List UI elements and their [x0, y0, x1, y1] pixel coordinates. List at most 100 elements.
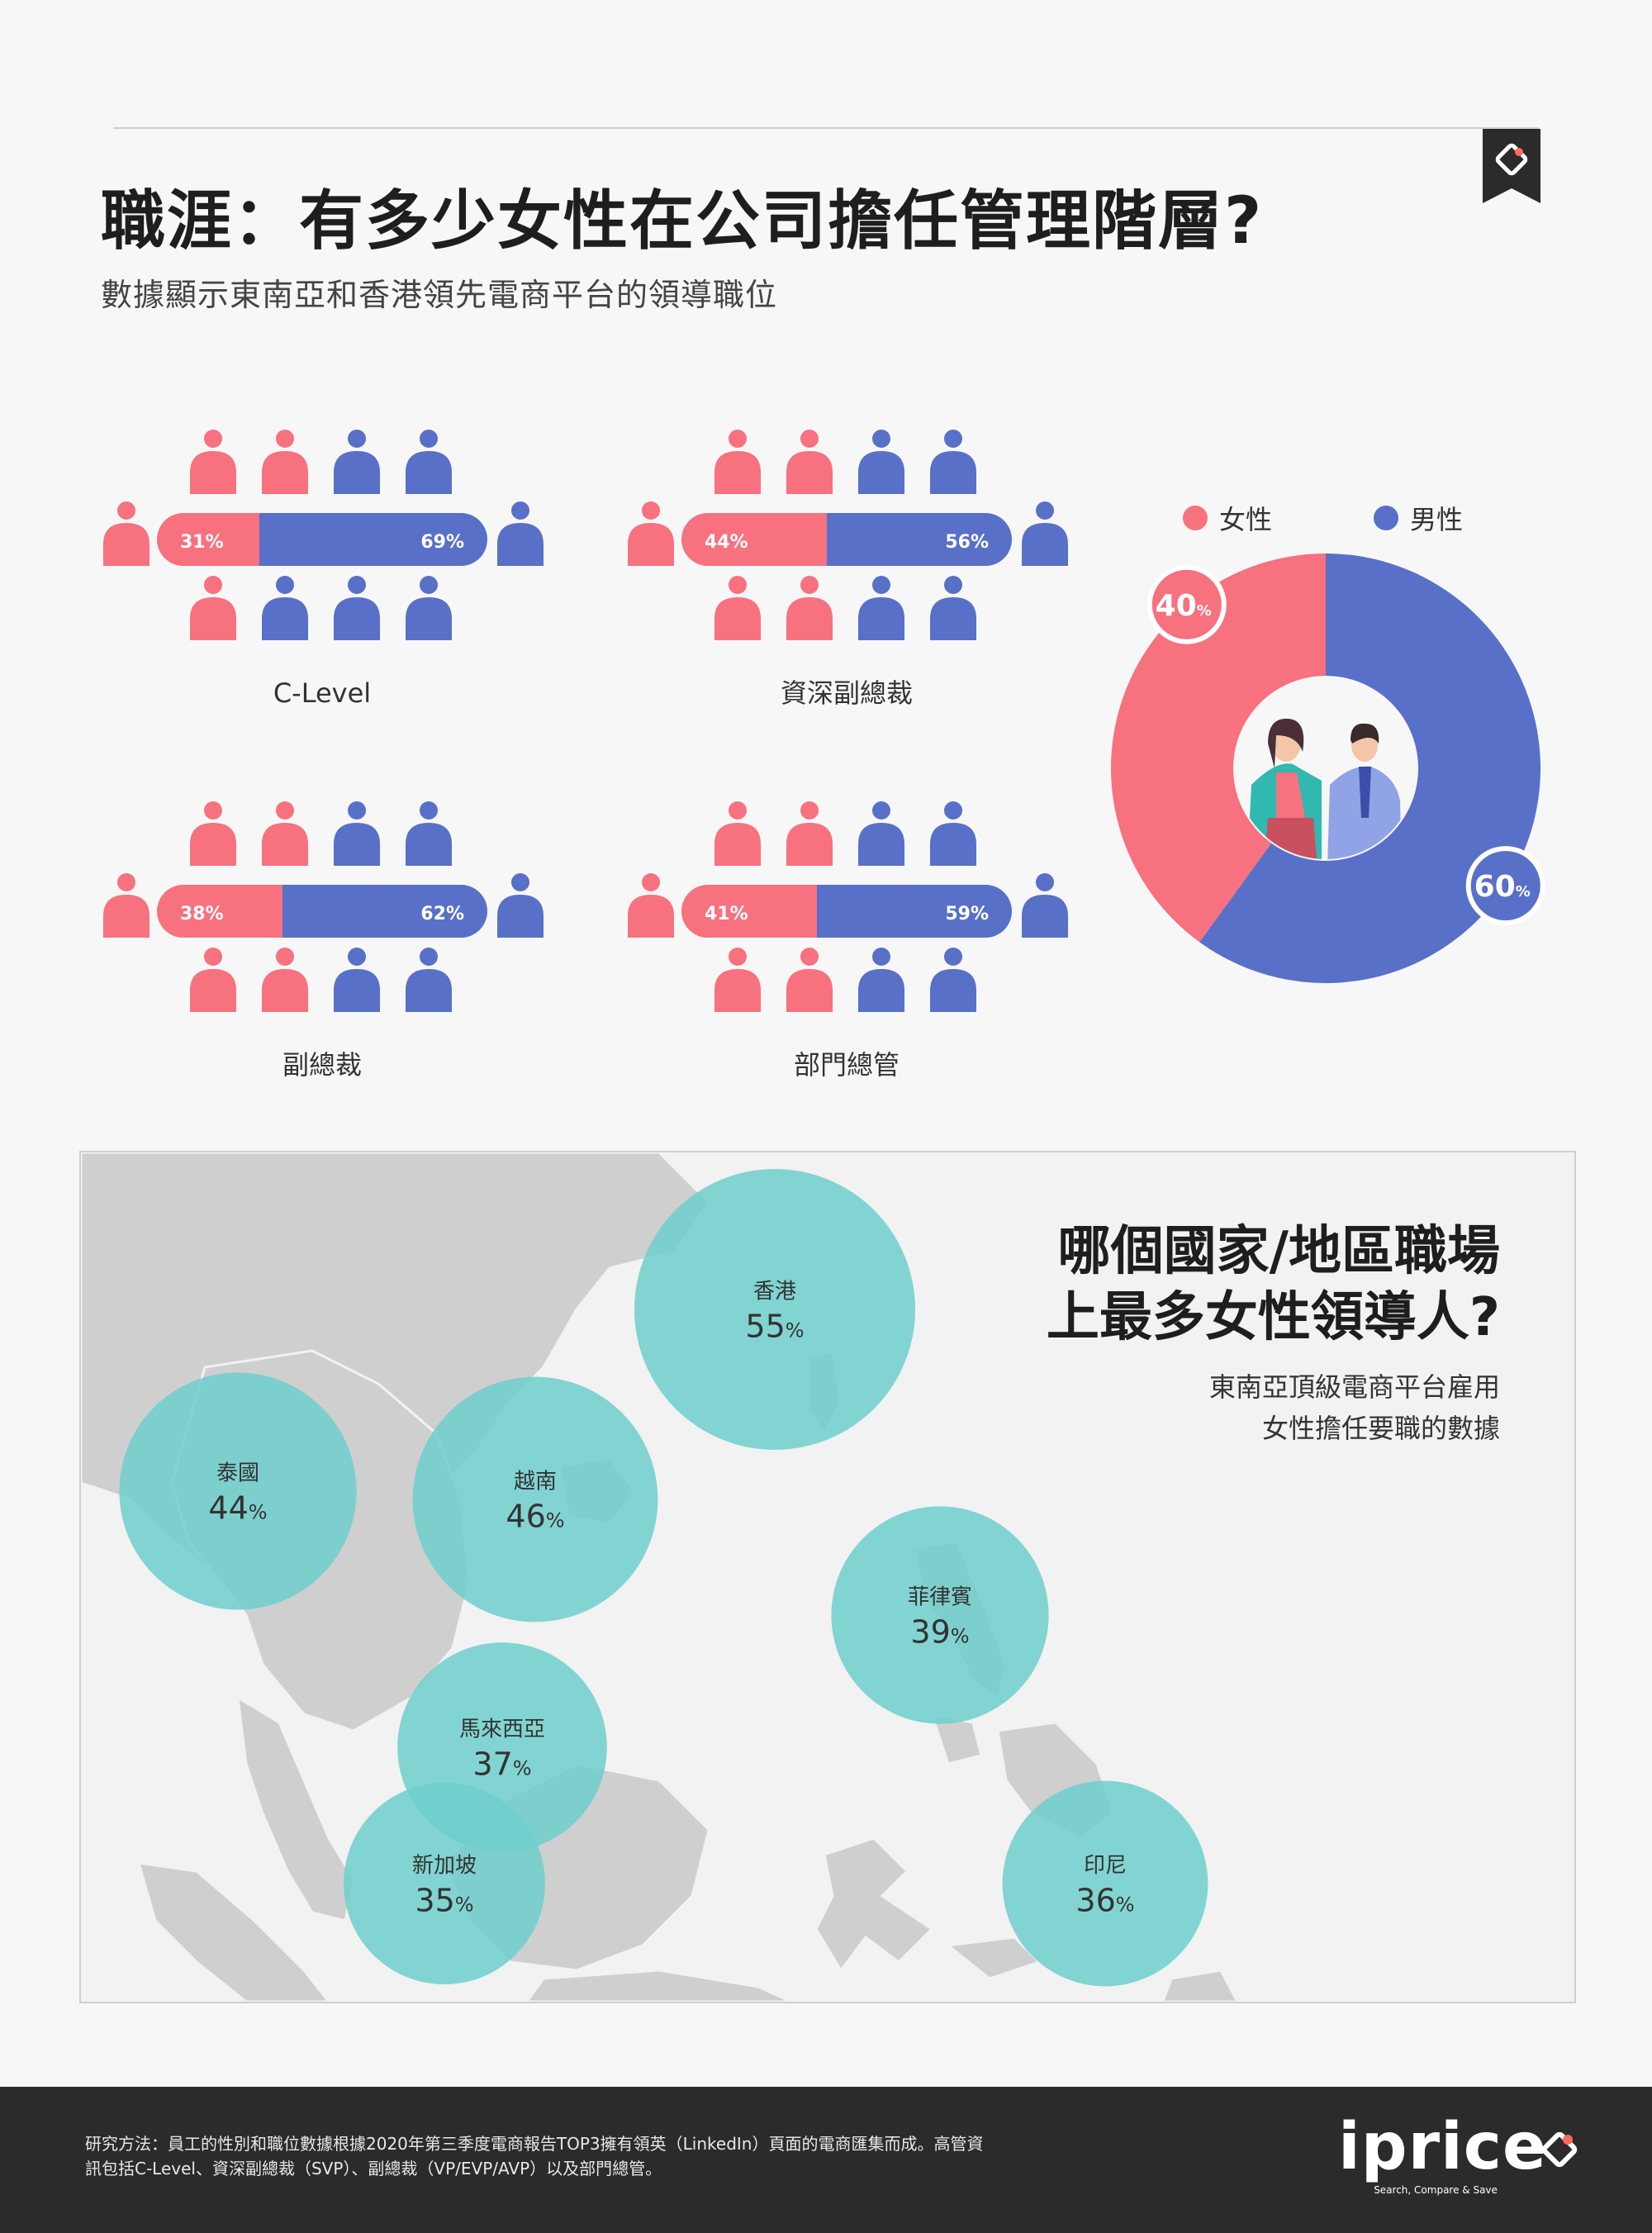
- female-bar-segment: [157, 885, 282, 938]
- female-bar-segment: [681, 885, 817, 938]
- country-value: 55%: [745, 1308, 805, 1345]
- overall-donut-chart: 40% 60%: [1110, 553, 1545, 983]
- header-divider: [113, 127, 1539, 129]
- female-person-icon: [103, 873, 150, 938]
- role-chart-2: 38% 62% 副總裁: [103, 801, 544, 1081]
- female-person-icon: [103, 501, 150, 566]
- bubble-新加坡: [344, 1783, 545, 1984]
- bubbles-layer: [119, 1169, 1208, 1987]
- male-person-icon: [930, 430, 976, 494]
- map-subtitle-line2: 女性擔任要職的數據: [1261, 1412, 1500, 1444]
- legend-female: 女性: [1183, 499, 1272, 537]
- male-person-icon: [858, 948, 904, 1012]
- male-bar-segment: [827, 513, 1012, 566]
- country-name: 菲律賓: [907, 1584, 973, 1610]
- donut-slice-female: [1110, 553, 1326, 943]
- legend-male-label: 男性: [1410, 504, 1464, 535]
- role-chart-1: 44% 56% 資深副總裁: [628, 430, 1068, 709]
- male-person-icon: [497, 501, 544, 566]
- bubble-香港: [634, 1169, 915, 1450]
- page-title: 職涯：有多少女性在公司擔任管理階層?: [101, 184, 1264, 259]
- role-label: 副總裁: [282, 1049, 362, 1081]
- logo-tagline: Search, Compare & Save: [1374, 2184, 1498, 2196]
- male-person-icon: [334, 801, 380, 866]
- male-person-icon: [497, 873, 544, 938]
- male-bar-segment: [282, 885, 487, 938]
- map-title-line1: 哪個國家/地區職場: [1057, 1221, 1500, 1282]
- female-value-label: 41%: [705, 904, 748, 924]
- male-person-icon: [334, 948, 380, 1012]
- male-person-icon: [1022, 501, 1068, 566]
- bubble-label: 馬來西亞 37%: [459, 1713, 545, 1783]
- female-person-icon: [714, 801, 761, 866]
- male-value-label: 69%: [420, 532, 464, 553]
- male-person-icon: [406, 801, 452, 866]
- bubble-泰國: [119, 1372, 357, 1610]
- country-name: 香港: [752, 1279, 797, 1304]
- role-chart-0: 31% 69% C-Level: [103, 430, 544, 709]
- female-person-icon: [714, 576, 761, 640]
- female-person-icon: [262, 948, 308, 1012]
- country-name: 越南: [513, 1469, 558, 1494]
- female-value-label: 44%: [705, 532, 748, 553]
- male-value-label: 59%: [945, 904, 989, 924]
- iprice-badge-icon: [1483, 129, 1540, 203]
- male-person-icon: [262, 576, 308, 640]
- svg-text:40%: 40%: [1156, 589, 1212, 623]
- female-person-icon: [190, 948, 236, 1012]
- female-person-icon: [190, 801, 236, 866]
- female-value-label: 31%: [180, 532, 224, 553]
- bubble-label: 新加坡 35%: [412, 1849, 477, 1919]
- male-person-icon: [1022, 873, 1068, 938]
- country-value: 46%: [506, 1498, 565, 1535]
- country-name: 泰國: [216, 1461, 260, 1486]
- male-person-icon: [930, 801, 976, 866]
- female-person-icon: [190, 430, 236, 494]
- bubble-label: 越南 46%: [506, 1465, 564, 1535]
- bubble-菲律賓: [831, 1506, 1049, 1724]
- role-label: C-Level: [273, 677, 371, 709]
- country-value: 37%: [472, 1746, 532, 1783]
- map-title-line2: 上最多女性領導人?: [1046, 1287, 1500, 1348]
- methodology-line1: 研究方法：員工的性別和職位數據根據2020年第三季度電商報告TOP3擁有領英（L…: [85, 2134, 984, 2154]
- male-value-label: 62%: [420, 904, 464, 924]
- country-name: 馬來西亞: [458, 1717, 546, 1742]
- male-person-icon: [858, 430, 904, 494]
- bubble-label: 印尼 36%: [1075, 1849, 1134, 1919]
- svg-text:60%: 60%: [1474, 870, 1531, 904]
- female-person-icon: [628, 501, 674, 566]
- role-label: 部門總管: [794, 1049, 900, 1081]
- female-percent-badge: 40%: [1146, 564, 1227, 644]
- female-person-icon: [786, 430, 833, 494]
- female-person-icon: [262, 801, 308, 866]
- female-person-icon: [190, 576, 236, 640]
- map-title: 哪個國家/地區職場 上最多女性領導人?: [1047, 1219, 1500, 1351]
- map-subtitle: 東南亞頂級電商平台雇用 女性擔任要職的數據: [1209, 1367, 1500, 1449]
- female-person-icon: [786, 948, 833, 1012]
- female-person-icon: [714, 948, 761, 1012]
- map-subtitle-line1: 東南亞頂級電商平台雇用: [1208, 1371, 1500, 1403]
- country-value: 35%: [415, 1882, 474, 1919]
- bubble-印尼: [1002, 1780, 1208, 1987]
- male-percent-badge: 60%: [1465, 846, 1545, 926]
- bubble-label: 泰國 44%: [208, 1456, 267, 1527]
- female-person-icon: [628, 873, 674, 938]
- male-person-icon: [406, 430, 452, 494]
- female-bar-segment: [157, 513, 259, 566]
- female-person-icon: [786, 801, 833, 866]
- male-person-icon: [334, 430, 380, 494]
- male-person-icon: [334, 576, 380, 640]
- donut-slice-male: [1199, 553, 1540, 983]
- legend-male-swatch: [1374, 506, 1398, 530]
- male-person-icon: [858, 576, 904, 640]
- country-value: 44%: [208, 1489, 268, 1527]
- female-value-label: 38%: [180, 904, 224, 924]
- map-section: 哪個國家/地區職場 上最多女性領導人? 東南亞頂級電商平台雇用 女性擔任要職的數…: [79, 1151, 1576, 2003]
- bubble-label: 香港 55%: [745, 1275, 804, 1345]
- male-person-icon: [930, 576, 976, 640]
- country-name: 印尼: [1083, 1853, 1127, 1879]
- male-person-icon: [930, 948, 976, 1012]
- legend-female-swatch: [1183, 506, 1208, 530]
- male-person-icon: [858, 801, 904, 866]
- iprice-logo: iprice Search, Compare & Save: [1338, 2115, 1578, 2196]
